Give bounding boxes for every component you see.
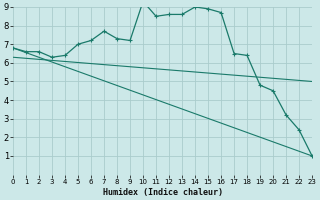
X-axis label: Humidex (Indice chaleur): Humidex (Indice chaleur) <box>102 188 222 197</box>
